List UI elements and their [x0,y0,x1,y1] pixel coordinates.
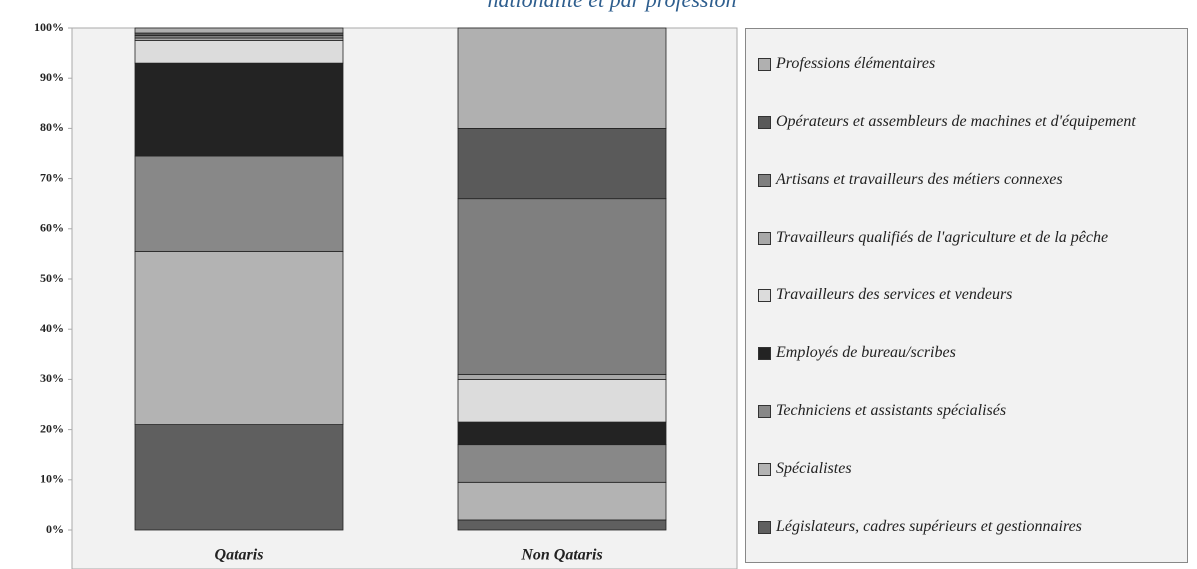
y-tick-label: 100% [34,20,64,34]
legend-label: Travailleurs qualifiés de l'agriculture … [776,228,1109,246]
legend-swatch [758,347,771,361]
legend-swatch [758,231,771,245]
chart: nationalité et par profession 0% 10% 20% 30… [34,0,738,569]
legend-entry: Spécialistes [758,457,1177,481]
legend-swatch [758,463,771,477]
legend-entry: Employés de bureau/scribes [758,341,1177,365]
bar-segment [457,27,667,129]
bar-segment [457,198,667,375]
bar-segment [457,481,667,521]
bar-segment [457,127,667,200]
legend-entry: Techniciens et assistants spécialisés [758,399,1177,423]
legend-entry: Opérateurs et assembleurs de machines et… [758,110,1177,134]
y-tick-label: 90% [40,70,64,84]
legend-label: Employés de bureau/scribes [776,344,956,362]
legend-label: Artisans et travailleurs des métiers con… [776,170,1063,188]
bar-segment [134,424,344,531]
legend: Professions élémentaires Opérateurs et as… [745,28,1188,563]
legend-entry: Professions élémentaires [758,52,1177,76]
legend-label: Législateurs, cadres supérieurs et gesti… [776,517,1082,535]
legend-swatch [758,115,771,129]
legend-swatch [758,289,771,303]
legend-label: Professions élémentaires [776,54,936,72]
legend-label: Travailleurs des services et vendeurs [776,286,1013,304]
bar-segment [457,378,667,423]
legend-swatch [758,520,771,534]
legend-entry: Travailleurs des services et vendeurs [758,283,1177,307]
legend-entry: Travailleurs qualifiés de l'agriculture … [758,226,1177,250]
x-tick-label: Non Qataris [520,547,602,564]
legend-entry: Législateurs, cadres supérieurs et gesti… [758,515,1177,539]
legend-swatch [758,173,771,187]
bar-segment [134,155,344,252]
legend-swatch [758,57,771,71]
bar-segment [457,421,667,446]
y-tick-label: 30% [40,371,64,385]
y-tick-label: 60% [40,221,64,235]
y-tick-label: 0% [46,522,64,536]
y-tick-label: 80% [40,120,64,134]
bar-segment [134,27,344,34]
legend-label: Techniciens et assistants spécialisés [776,402,1007,420]
y-tick-label: 20% [40,421,64,435]
chart-title: nationalité et par profession [487,0,736,12]
bar-segment [457,519,667,531]
x-tick-label: Qataris [215,547,264,564]
legend-label: Opérateurs et assembleurs de machines et… [776,112,1136,130]
bar-segment [134,62,344,157]
y-tick-label: 40% [40,321,64,335]
bar-segment [134,40,344,64]
bar-segment [134,250,344,425]
legend-entry: Artisans et travailleurs des métiers con… [758,168,1177,192]
legend-label: Spécialistes [776,460,852,478]
y-tick-label: 10% [40,472,64,486]
bar-segment [457,444,667,483]
bar-segment [457,373,667,380]
y-tick-label: 70% [40,170,64,184]
legend-swatch [758,405,771,419]
y-tick-label: 50% [40,271,64,285]
